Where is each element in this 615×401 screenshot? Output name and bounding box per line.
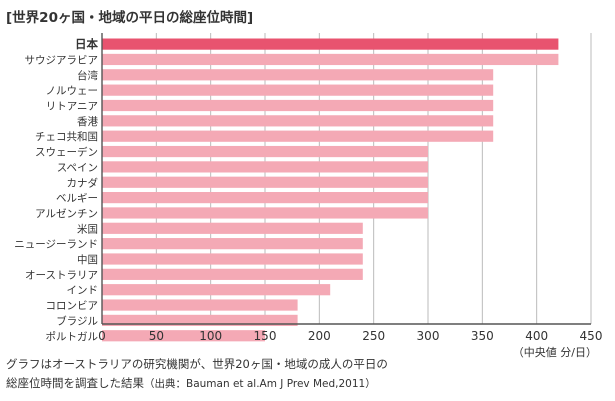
caption-text: 総座位時間を調査した結果 [6,376,144,390]
category-label: サウジアラビア [25,54,99,66]
bar [102,69,494,81]
bar [102,299,298,311]
chart-caption: グラフはオーストラリアの研究機関が、世界20ヶ国・地域の成人の平日の 総座位時間… [6,355,388,394]
caption-line-1: グラフはオーストラリアの研究機関が、世界20ヶ国・地域の成人の平日の [6,357,388,371]
category-label: 米国 [77,222,98,235]
caption-line-2: 総座位時間を調査した結果（出典：Bauman et al.Am J Prev M… [6,374,388,394]
bar [102,330,265,342]
bar [102,207,428,219]
category-label: インド [67,285,99,297]
category-label: オーストラリア [25,269,98,281]
category-label: ベルギー [56,193,98,205]
x-tick-label: 250 [362,329,385,343]
x-tick-label: 150 [254,329,277,343]
category-label: 中国 [77,253,98,266]
category-label: 台湾 [77,69,98,82]
category-label: コロンビア [46,300,99,312]
bar [102,53,559,66]
x-tick-label: 400 [525,329,548,343]
x-tick-label: 50 [149,329,164,343]
x-tick-label: 0 [98,329,106,343]
category-label: チェコ共和国 [35,131,98,143]
bar [102,268,363,280]
category-label: カナダ [67,176,99,189]
bar [102,145,428,158]
caption-source: （出典：Bauman et al.Am J Prev Med,2011） [144,378,376,390]
bar [102,253,363,265]
x-tick-label: 300 [417,329,440,343]
bar [102,314,298,326]
bar [102,161,428,173]
bar [102,284,331,296]
category-label: ポルトガル [46,331,99,343]
bar [102,130,494,142]
chart-title: [世界20ヶ国・地域の平日の総座位時間] [6,10,254,26]
bar [102,115,494,127]
category-label: ブラジル [56,314,98,327]
x-tick-label: 350 [471,329,494,343]
category-label: リトアニア [46,101,98,113]
x-axis-label: （中央値 分/日） [513,346,597,359]
category-label: アルゼンチン [35,208,98,220]
bar [102,38,559,50]
bar [102,238,363,250]
category-label: 日本 [75,37,98,51]
bar [102,176,428,188]
x-tick-label: 100 [199,329,222,343]
category-label: ニュージーランド [14,239,98,251]
x-tick-label: 200 [308,329,331,343]
x-tick-label: 450 [580,329,603,343]
bar [102,192,428,204]
category-label: 香港 [77,116,98,128]
bar [102,222,363,234]
category-label: ノルウェー [46,85,99,97]
category-label: スペイン [57,162,98,174]
bar [102,99,494,112]
bar [102,84,494,96]
category-label: スウェーデン [35,146,98,159]
